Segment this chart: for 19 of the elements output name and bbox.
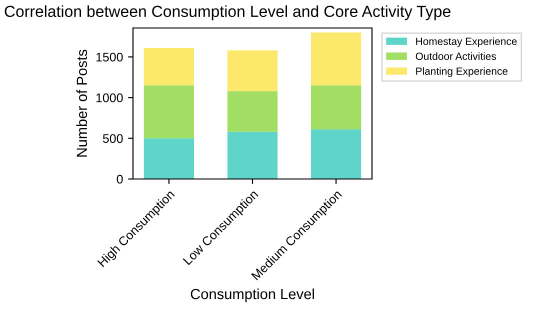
bar bbox=[144, 138, 194, 179]
bar bbox=[227, 50, 278, 92]
y-axis-title: Number of Posts bbox=[76, 50, 88, 157]
legend-label: Homestay Experience bbox=[416, 37, 517, 48]
y-tick-label: 0 bbox=[116, 174, 123, 184]
y-tick-label: 1000 bbox=[96, 93, 123, 102]
bar bbox=[310, 129, 362, 179]
bar bbox=[144, 48, 194, 86]
legend-label: Planting Experience bbox=[416, 67, 508, 77]
bar bbox=[227, 91, 278, 132]
legend-label: Outdoor Activities bbox=[416, 52, 496, 60]
bar bbox=[310, 32, 362, 86]
bar bbox=[310, 85, 362, 130]
y-tick-label: 500 bbox=[102, 134, 123, 143]
bar bbox=[144, 85, 194, 138]
x-axis-title: Consumption Level bbox=[190, 288, 314, 302]
y-tick-label: 1500 bbox=[96, 52, 123, 62]
chart-title: Correlation between Consumption Level and Core Activity Type bbox=[4, 5, 450, 20]
bar bbox=[227, 132, 278, 179]
